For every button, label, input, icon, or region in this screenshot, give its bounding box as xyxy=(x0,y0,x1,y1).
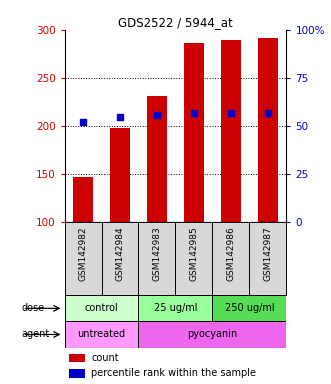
Text: GSM142985: GSM142985 xyxy=(189,226,198,281)
Bar xyxy=(65,321,138,348)
Bar xyxy=(69,354,84,362)
Bar xyxy=(221,40,241,222)
Bar xyxy=(138,295,213,321)
Point xyxy=(117,114,122,120)
Bar xyxy=(138,321,286,348)
Text: untreated: untreated xyxy=(77,329,125,339)
Bar xyxy=(110,128,130,222)
Text: GSM142984: GSM142984 xyxy=(116,226,124,281)
Text: 250 ug/ml: 250 ug/ml xyxy=(224,303,274,313)
Text: GSM142983: GSM142983 xyxy=(153,226,162,281)
Text: agent: agent xyxy=(22,329,50,339)
Text: pyocyanin: pyocyanin xyxy=(187,329,238,339)
Point xyxy=(154,112,160,118)
Text: control: control xyxy=(85,303,118,313)
Point xyxy=(228,110,233,116)
Bar xyxy=(147,96,167,222)
Text: GSM142982: GSM142982 xyxy=(78,226,87,281)
Bar xyxy=(258,38,278,222)
Point xyxy=(265,110,270,116)
Text: dose: dose xyxy=(22,303,45,313)
Bar xyxy=(73,177,93,222)
Bar xyxy=(69,369,84,377)
Bar xyxy=(184,43,204,222)
Text: GSM142987: GSM142987 xyxy=(263,226,272,281)
Text: count: count xyxy=(91,353,119,363)
Text: 25 ug/ml: 25 ug/ml xyxy=(154,303,197,313)
Point xyxy=(191,110,197,116)
Text: percentile rank within the sample: percentile rank within the sample xyxy=(91,369,256,379)
Bar xyxy=(213,295,286,321)
Bar xyxy=(65,295,138,321)
Title: GDS2522 / 5944_at: GDS2522 / 5944_at xyxy=(118,16,233,29)
Text: GSM142986: GSM142986 xyxy=(226,226,235,281)
Point xyxy=(80,119,86,126)
